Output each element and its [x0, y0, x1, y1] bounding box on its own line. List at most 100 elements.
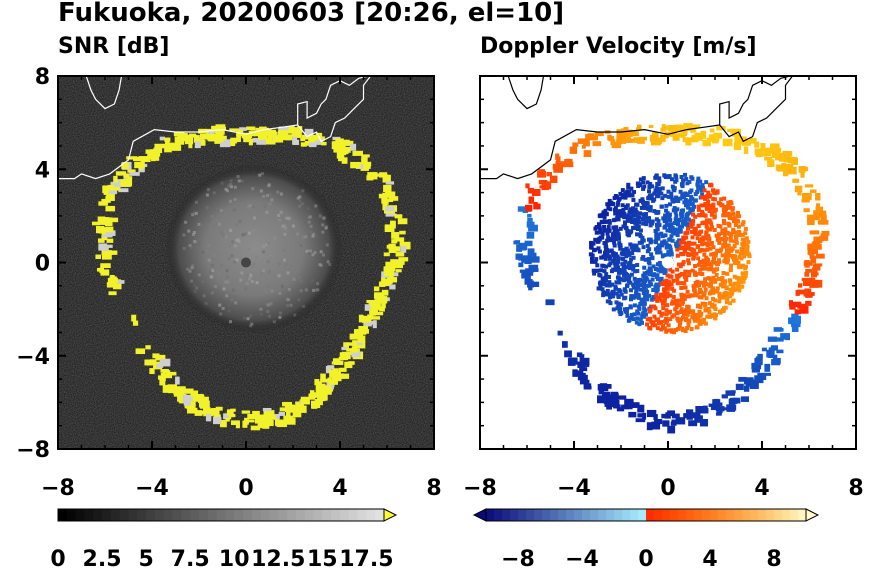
doppler-cell: [549, 175, 558, 183]
doppler-cell: [687, 269, 692, 274]
x-tick-label: 8: [426, 476, 441, 501]
doppler-cell: [608, 261, 613, 266]
doppler-cell: [801, 198, 810, 203]
snr-speckle: [307, 216, 311, 220]
snr-echo-cell: [211, 408, 220, 416]
doppler-cell: [594, 225, 599, 230]
doppler-cell: [653, 240, 658, 245]
colorbar-swatch: [304, 509, 315, 521]
snr-echo-cell: [241, 132, 253, 139]
doppler-cell: [670, 269, 675, 274]
doppler-cell: [747, 254, 752, 259]
snr-speckle: [247, 205, 251, 209]
doppler-cell: [675, 228, 680, 233]
snr-echo-cell: [148, 156, 159, 160]
snr-speckle: [225, 269, 229, 273]
doppler-cell: [740, 222, 745, 227]
doppler-cell: [557, 330, 563, 336]
colorbar-swatch: [790, 509, 799, 521]
snr-echo-cell: [352, 150, 363, 156]
snr-echo-cell: [382, 202, 388, 211]
doppler-cell: [694, 415, 703, 423]
snr-echo-cell: [384, 270, 395, 277]
snr-echo-cell: [102, 253, 110, 257]
colorbar-swatch: [526, 509, 535, 521]
doppler-cell: [736, 281, 741, 286]
doppler-cell: [696, 318, 701, 323]
doppler-cell: [667, 202, 672, 207]
doppler-cell: [575, 370, 584, 377]
snr-speckle: [226, 275, 230, 279]
snr-echo-cell: [109, 187, 121, 191]
doppler-cell: [794, 309, 802, 315]
doppler-cell: [797, 289, 807, 295]
doppler-cell: [685, 192, 690, 197]
snr-echo-cell: [229, 128, 240, 132]
snr-speckle: [192, 211, 196, 215]
doppler-cell: [531, 189, 541, 197]
snr-speckle: [251, 187, 255, 191]
snr-echo-cell: [344, 361, 353, 369]
snr-echo-cell: [107, 244, 113, 248]
doppler-cell: [623, 206, 628, 211]
snr-speckle: [284, 263, 288, 267]
snr-speckle: [260, 172, 264, 176]
doppler-cell: [734, 240, 739, 245]
doppler-cell: [622, 215, 627, 220]
snr-speckle: [195, 286, 199, 290]
snr-speckle: [293, 288, 297, 292]
colorbar-tick-label: −8: [501, 547, 535, 570]
snr-speckle: [326, 260, 330, 264]
doppler-cell: [623, 194, 628, 199]
doppler-cell: [777, 165, 785, 172]
doppler-cell: [798, 165, 806, 173]
snr-echo-cell: [317, 381, 322, 385]
snr-echo-cell: [184, 136, 194, 145]
doppler-cell: [792, 303, 800, 307]
doppler-cell: [616, 303, 621, 308]
doppler-cell: [666, 283, 671, 288]
snr-speckle: [194, 200, 198, 204]
doppler-cell: [668, 245, 673, 250]
doppler-cell: [643, 257, 648, 262]
doppler-cell: [798, 283, 803, 288]
doppler-cell: [671, 199, 676, 204]
doppler-cell: [676, 262, 681, 267]
doppler-cell: [628, 217, 633, 222]
doppler-cell: [629, 130, 639, 137]
snr-echo-cell: [185, 404, 196, 409]
snr-echo-cell: [263, 127, 270, 135]
doppler-cell: [659, 191, 664, 196]
doppler-cell: [749, 137, 757, 144]
doppler-cell: [794, 185, 803, 193]
doppler-cell: [627, 210, 632, 215]
doppler-cell: [716, 236, 721, 241]
snr-speckle: [229, 185, 233, 189]
colorbar-swatch: [542, 509, 551, 521]
snr-echo-cell: [123, 173, 130, 178]
doppler-cell: [723, 240, 728, 245]
doppler-cell: [656, 191, 661, 196]
snr-echo-cell: [384, 198, 394, 203]
doppler-cell: [809, 230, 820, 235]
doppler-cell: [729, 201, 734, 206]
doppler-cell: [686, 258, 691, 263]
doppler-cell: [703, 287, 708, 292]
doppler-cell: [610, 399, 620, 407]
doppler-cell: [699, 237, 704, 242]
doppler-cell: [804, 288, 812, 296]
doppler-cell: [677, 218, 682, 223]
snr-speckle: [235, 258, 239, 262]
snr-speckle: [248, 203, 252, 207]
snr-echo-cell: [367, 320, 376, 325]
snr-speckle: [272, 320, 276, 324]
doppler-cell: [579, 354, 585, 358]
doppler-cell: [642, 271, 647, 276]
doppler-cell: [664, 203, 669, 208]
doppler-cell: [805, 193, 812, 199]
doppler-cell: [650, 221, 655, 226]
doppler-cell: [690, 229, 695, 234]
snr-speckle: [213, 254, 217, 258]
doppler-cell: [686, 409, 694, 417]
doppler-cell: [635, 181, 640, 186]
